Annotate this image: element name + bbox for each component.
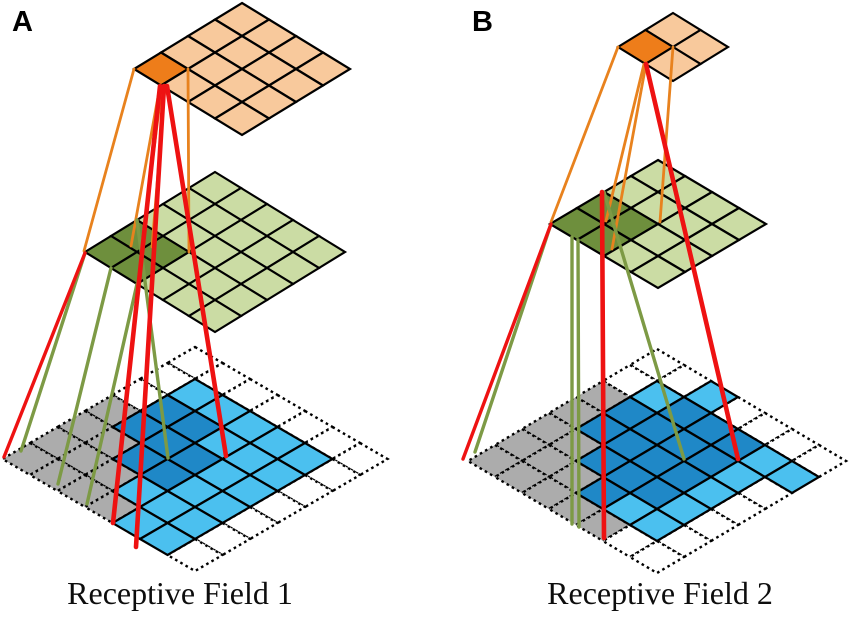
panel-b [461,11,849,575]
red-connection-line [164,83,229,459]
red-connection-line [110,83,163,526]
light-green-cell [628,254,688,290]
olive-connection-line [85,282,139,506]
red-connection-line [643,61,741,462]
red-connection-line [133,83,167,550]
light-blue-receptive-cell [137,521,198,557]
panel-b-label: B [472,6,493,38]
light-blue-receptive-cell [762,459,822,495]
panel-a-input-layer-grid [0,345,390,573]
orange-connection-line [610,62,648,251]
orange-connection-line [549,45,620,224]
panel-b-input-layer-grid [465,347,849,575]
olive-connection-line [576,238,581,529]
orange-connection-line [82,67,136,253]
olive-connection-line [19,251,87,453]
red-connection-line [2,251,87,459]
orange-connection-line [658,45,675,224]
caption-receptive-field-1: Receptive Field 1 [67,575,293,611]
orange-connection-line [604,62,646,223]
olive-connection-line [56,266,113,486]
olive-connection-line [602,190,686,461]
panel-a [0,1,390,573]
caption-receptive-field-2: Receptive Field 2 [547,575,773,611]
panel-b-hidden-layer-grid [547,158,769,290]
red-connection-line [461,222,553,461]
light-orange-cell [212,100,272,137]
panel-a-hidden-layer-grid [82,170,348,334]
red-connection-line [599,189,607,541]
panel-a-label: A [12,6,33,38]
empty-input-cell [627,539,687,575]
light-blue-receptive-cell [627,507,687,543]
panel-a-output-layer-grid [131,1,353,137]
